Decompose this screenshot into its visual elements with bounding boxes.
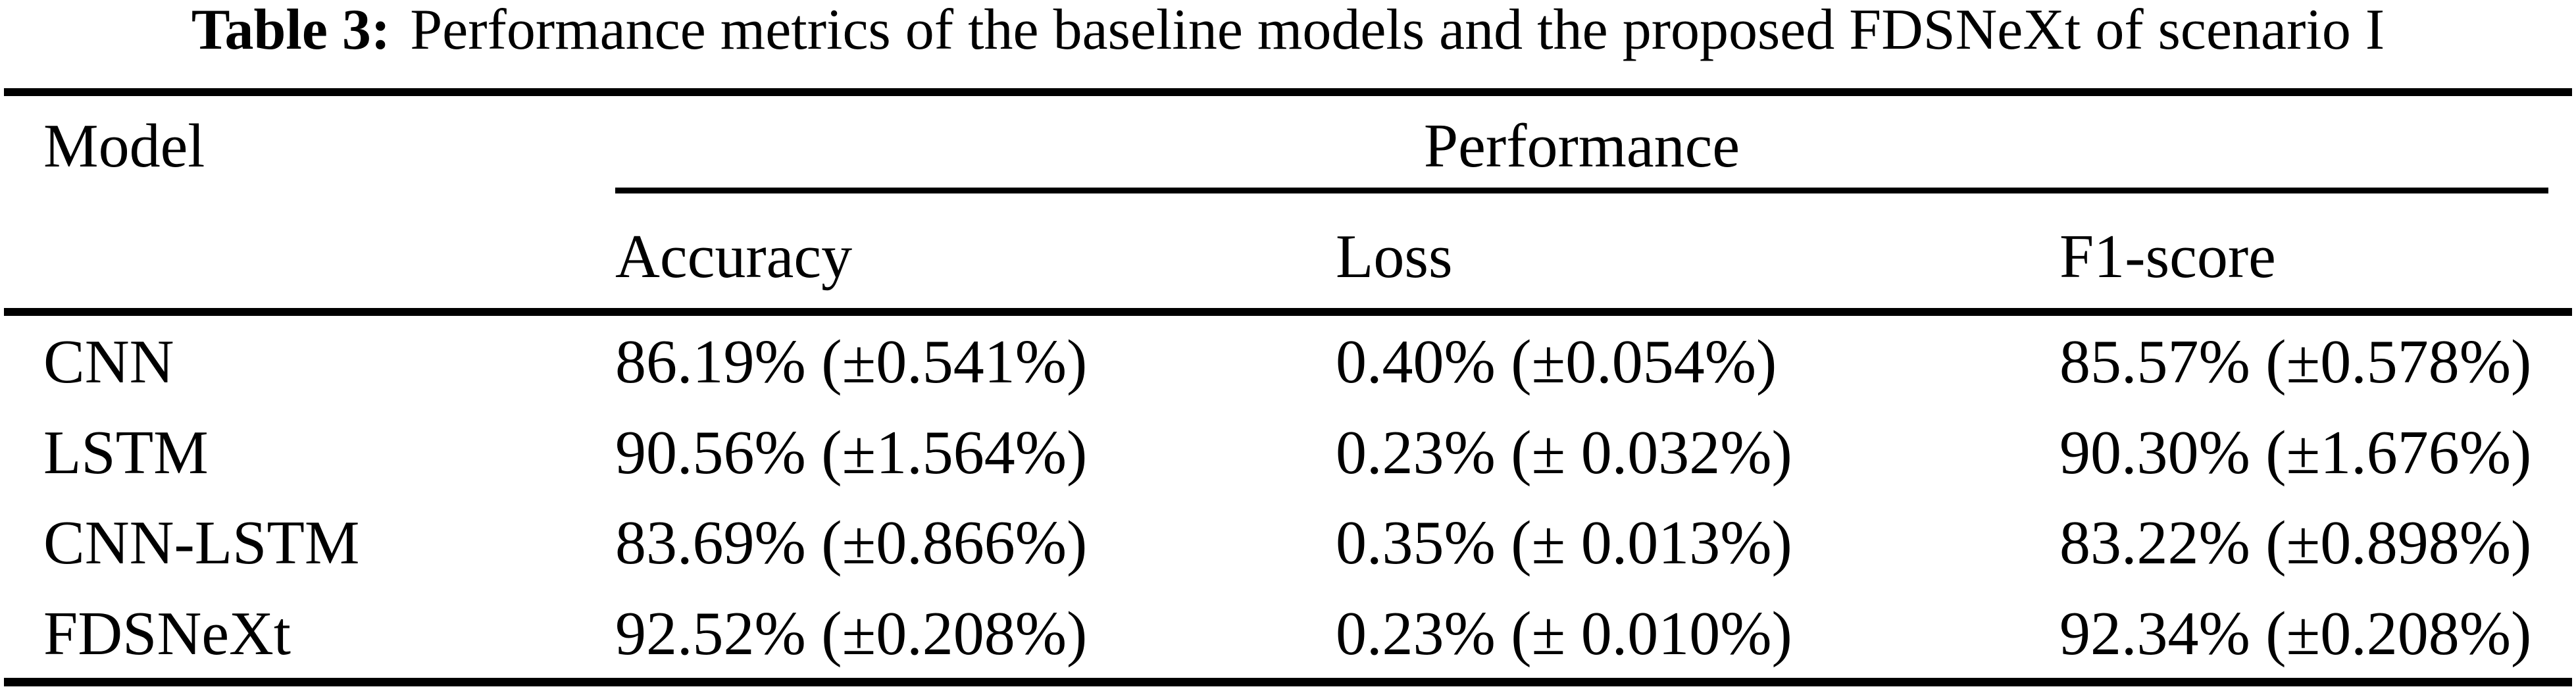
model-cell: LSTM xyxy=(43,419,209,487)
header-row-groups: Model Performance xyxy=(0,112,2576,180)
accuracy-cell: 90.56% (±1.564%) xyxy=(615,419,1088,487)
model-cell: CNN xyxy=(43,328,174,396)
group-header-performance: Performance xyxy=(1423,112,1740,180)
table-row: CNN-LSTM 83.69% (±0.866%) 0.35% (± 0.013… xyxy=(0,509,2576,577)
model-cell: FDSNeXt xyxy=(43,600,291,668)
loss-cell: 0.23% (± 0.010%) xyxy=(1336,600,1792,668)
bottom-rule xyxy=(4,678,2572,686)
f1-score-cell: 90.30% (±1.676%) xyxy=(2059,419,2532,487)
performance-group-rule xyxy=(615,188,2548,193)
table-row: CNN 86.19% (±0.541%) 0.40% (±0.054%) 85.… xyxy=(0,328,2576,396)
table-row: FDSNeXt 92.52% (±0.208%) 0.23% (± 0.010%… xyxy=(0,600,2576,668)
accuracy-cell: 86.19% (±0.541%) xyxy=(615,328,1088,396)
f1-score-cell: 92.34% (±0.208%) xyxy=(2059,600,2532,668)
accuracy-cell: 83.69% (±0.866%) xyxy=(615,509,1088,577)
column-header-model: Model xyxy=(43,112,205,180)
header-row-metrics: Accuracy Loss F1-score xyxy=(0,222,2576,291)
accuracy-cell: 92.52% (±0.208%) xyxy=(615,600,1088,668)
column-header-accuracy: Accuracy xyxy=(615,222,853,291)
model-cell: CNN-LSTM xyxy=(43,509,360,577)
loss-cell: 0.23% (± 0.032%) xyxy=(1336,419,1792,487)
f1-score-cell: 85.57% (±0.578%) xyxy=(2059,328,2532,396)
f1-score-cell: 83.22% (±0.898%) xyxy=(2059,509,2532,577)
loss-cell: 0.40% (±0.054%) xyxy=(1336,328,1777,396)
column-header-f1-score: F1-score xyxy=(2059,222,2276,291)
caption-text: Performance metrics of the baseline mode… xyxy=(410,0,2385,62)
caption-label: Table 3: xyxy=(191,0,391,62)
header-bottom-rule xyxy=(4,308,2572,316)
top-rule xyxy=(4,88,2572,96)
table-row: LSTM 90.56% (±1.564%) 0.23% (± 0.032%) 9… xyxy=(0,419,2576,487)
column-header-loss: Loss xyxy=(1336,222,1453,291)
loss-cell: 0.35% (± 0.013%) xyxy=(1336,509,1792,577)
table-caption: Table 3: Performance metrics of the basel… xyxy=(0,0,2576,63)
